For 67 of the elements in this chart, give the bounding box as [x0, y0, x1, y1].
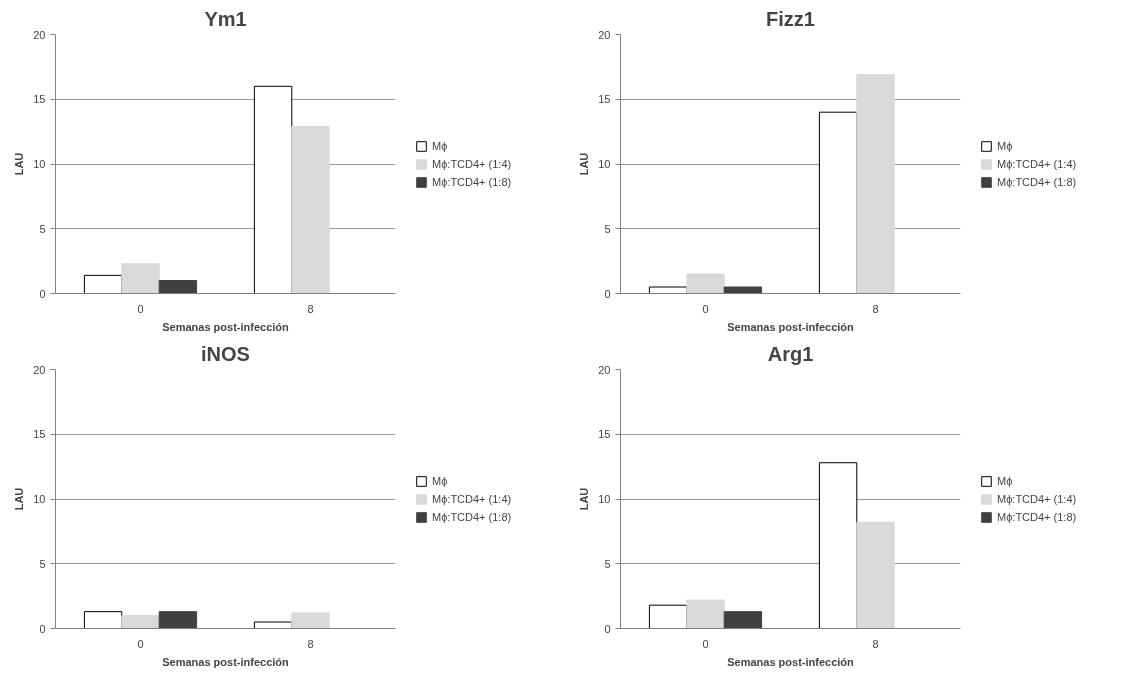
bar	[121, 263, 160, 294]
bar	[818, 462, 858, 629]
x-tick-label: 0	[702, 637, 709, 650]
bar	[648, 286, 688, 294]
bar	[291, 125, 330, 294]
chart-title: Fizz1	[766, 7, 815, 30]
y-tick-label: 20	[598, 28, 611, 41]
bar	[723, 286, 763, 294]
y-tick-label: 15	[33, 93, 46, 106]
y-tick-label: 5	[39, 222, 46, 235]
legend-label: Mϕ:TCD4+ (1:8)	[432, 175, 512, 188]
x-tick-label: 0	[702, 302, 709, 315]
bar	[686, 273, 725, 294]
chart-title: iNOS	[201, 342, 250, 365]
legend-label: Mϕ:TCD4+ (1:8)	[432, 510, 512, 523]
y-tick-label: 10	[598, 158, 611, 170]
x-tick-label: 8	[872, 302, 879, 315]
x-tick-label: 0	[137, 637, 144, 650]
x-axis-title: Semanas post-infección	[162, 320, 290, 333]
y-tick-label: 0	[604, 287, 611, 300]
legend-label: Mϕ	[997, 139, 1014, 152]
legend-label: Mϕ:TCD4+ (1:4)	[997, 492, 1077, 505]
bar	[856, 521, 895, 629]
x-axis-title: Semanas post-infección	[727, 320, 855, 333]
y-axis-title: LAU	[578, 487, 591, 511]
x-axis-title: Semanas post-infección	[162, 655, 290, 668]
y-axis-title: LAU	[13, 487, 26, 511]
bar	[253, 85, 293, 294]
bar	[856, 74, 895, 294]
y-tick-label: 10	[33, 158, 46, 170]
legend-label: Mϕ	[432, 139, 449, 152]
x-tick-label: 0	[137, 302, 144, 315]
y-tick-label: 0	[604, 622, 611, 635]
y-tick-label: 10	[33, 493, 46, 505]
legend-label: Mϕ:TCD4+ (1:4)	[432, 492, 512, 505]
y-tick-label: 0	[39, 287, 46, 300]
chart-title: Arg1	[767, 342, 814, 365]
bar	[723, 611, 763, 629]
y-tick-label: 5	[604, 557, 611, 570]
x-tick-label: 8	[307, 637, 314, 650]
chart-title: Ym1	[204, 7, 247, 30]
legend-label: Mϕ:TCD4+ (1:8)	[997, 175, 1077, 188]
y-tick-label: 5	[39, 557, 46, 570]
legend-label: Mϕ	[997, 474, 1014, 487]
x-axis-title: Semanas post-infección	[727, 655, 855, 668]
legend-label: Mϕ:TCD4+ (1:4)	[997, 157, 1077, 170]
legend-label: Mϕ:TCD4+ (1:8)	[997, 510, 1077, 523]
y-axis-title: LAU	[13, 152, 26, 176]
y-tick-label: 15	[33, 428, 46, 441]
bar	[83, 274, 123, 294]
y-tick-label: 20	[33, 28, 46, 41]
y-axis-title: LAU	[578, 152, 591, 176]
y-tick-label: 15	[598, 428, 611, 441]
legend-label: Mϕ	[432, 474, 449, 487]
y-tick-label: 15	[598, 93, 611, 106]
bar	[648, 604, 688, 629]
y-tick-label: 5	[604, 222, 611, 235]
x-tick-label: 8	[872, 637, 879, 650]
bar	[686, 599, 725, 629]
bar	[818, 111, 858, 294]
legend-label: Mϕ:TCD4+ (1:4)	[432, 157, 512, 170]
y-tick-label: 0	[39, 622, 46, 635]
x-tick-label: 8	[307, 302, 314, 315]
bar	[158, 280, 198, 294]
y-tick-label: 20	[33, 363, 46, 376]
y-tick-label: 10	[598, 493, 611, 505]
y-tick-label: 20	[598, 363, 611, 376]
